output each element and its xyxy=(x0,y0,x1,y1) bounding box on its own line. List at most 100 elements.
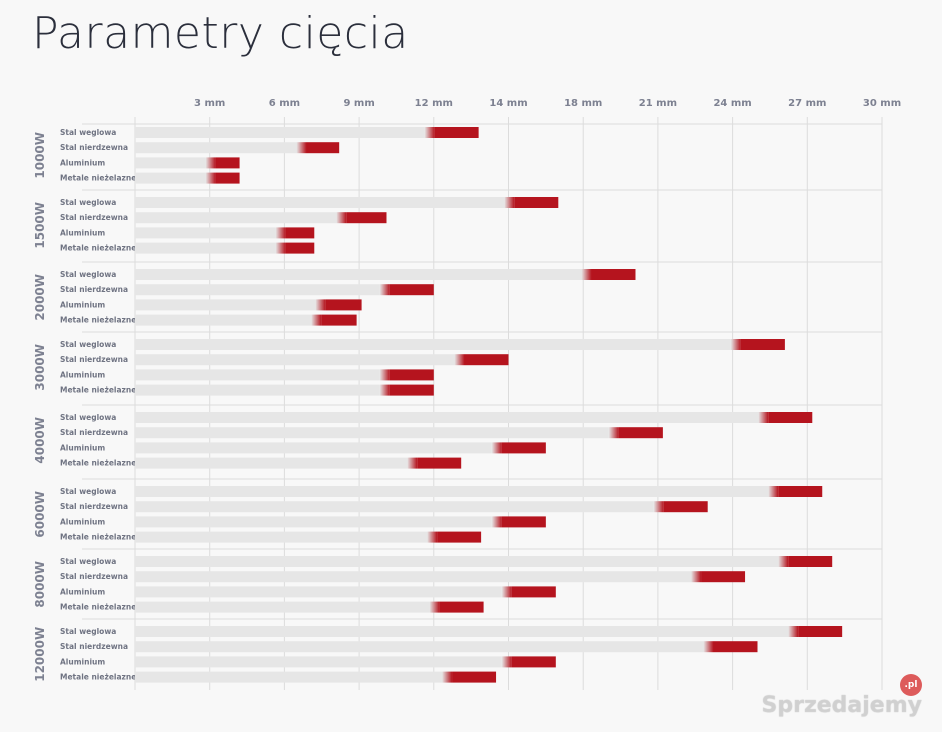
bar-fade xyxy=(379,384,390,396)
bar-fade xyxy=(315,299,326,311)
x-tick-label: 27 mm xyxy=(788,98,826,109)
row-label: Stal weglowa xyxy=(60,198,116,207)
group-label: 12000W xyxy=(33,627,47,682)
bar-background xyxy=(135,157,206,169)
bar-value xyxy=(618,427,663,439)
group-label: 4000W xyxy=(33,417,47,464)
bar-background xyxy=(135,339,731,350)
bar-value xyxy=(434,127,479,138)
x-tick-label: 18 mm xyxy=(564,98,602,109)
row-label: Metale nieżelazne xyxy=(60,459,136,468)
group-label: 1500W xyxy=(33,202,47,249)
bar-value xyxy=(215,172,240,184)
bar-fade xyxy=(691,571,702,583)
group-1500w: 1500W Stal weglowa Stal nierdzewna Aluminiu… xyxy=(33,197,882,263)
bar-fade xyxy=(275,227,286,239)
bar-background xyxy=(135,172,206,184)
bar-fade xyxy=(407,457,418,469)
bar-value xyxy=(439,601,484,613)
bar-value xyxy=(514,197,559,208)
x-tick-label: 24 mm xyxy=(713,98,751,109)
x-tick-label: 21 mm xyxy=(639,98,677,109)
bar-background xyxy=(135,142,297,154)
bar-fade xyxy=(758,412,769,423)
bar-fade xyxy=(788,626,799,637)
row-label: Stal weglowa xyxy=(60,487,116,496)
bar-fade xyxy=(501,656,512,668)
bar-background xyxy=(135,227,276,239)
bar-value xyxy=(389,384,434,396)
bar-fade xyxy=(379,284,390,296)
row-label: Stal nierdzewna xyxy=(60,355,128,364)
x-tick-label: 14 mm xyxy=(489,98,527,109)
bar-value xyxy=(511,656,556,668)
group-label: 2000W xyxy=(33,274,47,321)
row-label: Metale nieżelazne xyxy=(60,316,136,325)
bar-value xyxy=(511,586,556,598)
bar-background xyxy=(135,442,492,454)
row-label: Aluminium xyxy=(60,587,105,596)
bar-background xyxy=(135,626,789,637)
row-label: Stal weglowa xyxy=(60,270,116,279)
bar-fade xyxy=(491,442,502,454)
bar-background xyxy=(135,354,455,366)
row-label: Metale nieżelazne xyxy=(60,244,136,253)
bar-background xyxy=(135,284,380,296)
bar-fade xyxy=(730,339,741,350)
bar-value xyxy=(740,339,785,350)
row-label: Stal weglowa xyxy=(60,413,116,422)
bar-background xyxy=(135,212,337,224)
row-label: Aluminium xyxy=(60,158,105,167)
row-label: Stal weglowa xyxy=(60,627,116,636)
bar-value xyxy=(501,442,546,454)
bar-background xyxy=(135,586,502,598)
row-label: Metale nieżelazne xyxy=(60,533,136,542)
row-label: Stal nierdzewna xyxy=(60,642,128,651)
bar-value xyxy=(778,486,823,497)
bar-background xyxy=(135,531,428,543)
bar-value xyxy=(501,516,546,528)
group-label: 3000W xyxy=(33,344,47,391)
bar-value xyxy=(663,501,708,513)
row-label: Stal nierdzewna xyxy=(60,213,128,222)
group-6000w: 6000W Stal weglowa Stal nierdzewna Aluminiu… xyxy=(33,486,882,550)
bar-fade xyxy=(336,212,347,224)
bar-background xyxy=(135,501,654,513)
row-label: Stal nierdzewna xyxy=(60,285,128,294)
bar-fade xyxy=(653,501,664,513)
row-label: Aluminium xyxy=(60,517,105,526)
group-label: 8000W xyxy=(33,561,47,608)
bar-background xyxy=(135,412,759,423)
x-tick-label: 3 mm xyxy=(194,98,225,109)
x-tick-label: 12 mm xyxy=(415,98,453,109)
bar-value xyxy=(464,354,509,366)
bar-background xyxy=(135,269,582,280)
bar-fade xyxy=(379,369,390,381)
bar-value xyxy=(788,556,833,567)
row-label: Aluminium xyxy=(60,228,105,237)
row-label: Stal nierdzewna xyxy=(60,143,128,152)
bar-fade xyxy=(778,556,789,567)
group-1000w: 1000W Stal weglowa Stal nierdzewna Aluminiu… xyxy=(33,127,882,191)
bar-value xyxy=(285,227,315,239)
bar-value xyxy=(389,369,434,381)
row-label: Stal nierdzewna xyxy=(60,502,128,511)
group-8000w: 8000W Stal weglowa Stal nierdzewna Aluminiu… xyxy=(33,556,882,620)
bar-value xyxy=(701,571,746,583)
row-label: Metale nieżelazne xyxy=(60,603,136,612)
bar-fade xyxy=(768,486,779,497)
bar-background xyxy=(135,197,505,208)
bar-background xyxy=(135,314,312,326)
bar-fade xyxy=(581,269,592,280)
bar-fade xyxy=(491,516,502,528)
bar-background xyxy=(135,299,316,311)
bar-fade xyxy=(296,142,307,154)
bar-background xyxy=(135,384,380,396)
bar-fade xyxy=(442,671,453,683)
bar-value xyxy=(321,314,357,326)
bar-value xyxy=(713,641,758,653)
row-label: Stal nierdzewna xyxy=(60,572,128,581)
chart-title: Parametry cięcia xyxy=(32,8,409,59)
group-label: 1000W xyxy=(33,132,47,179)
row-label: Stal nierdzewna xyxy=(60,428,128,437)
